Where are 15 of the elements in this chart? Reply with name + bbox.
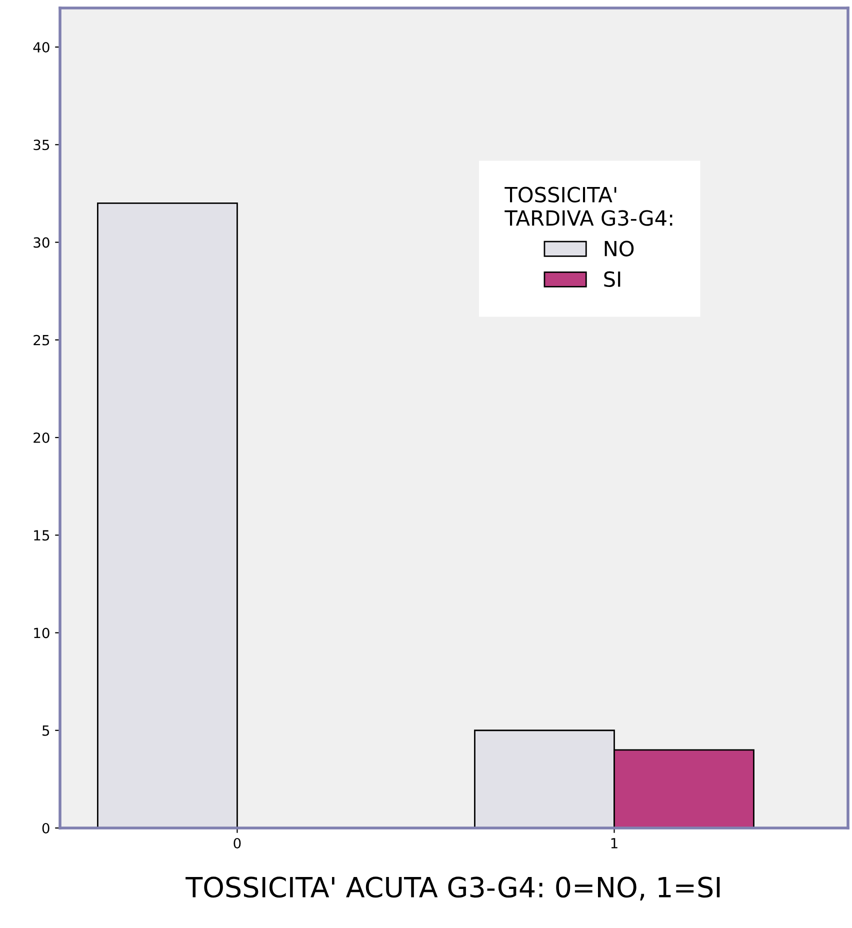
- y-tick-label: 10: [34, 628, 50, 638]
- y-tick-label: 5: [42, 726, 50, 736]
- legend-label: SI: [604, 271, 620, 288]
- legend-title: TOSSICITA' TARDIVA G3-G4:: [504, 186, 672, 226]
- bar: [97, 202, 238, 828]
- x-tick-label: 1: [611, 838, 618, 848]
- y-tick-label: 0: [42, 822, 50, 834]
- y-tick-label: 40: [33, 42, 50, 53]
- y-tick-label: 15: [34, 530, 50, 541]
- y-tick-label: 30: [34, 237, 50, 248]
- y-tick-label: 20: [34, 432, 50, 443]
- y-tick-label: 25: [34, 334, 50, 346]
- y-tick-label: 35: [34, 140, 50, 150]
- x-axis-title: TOSSICITA' ACUTA G3-G4: 0=NO, 1=SI: [186, 876, 720, 900]
- legend-label: NO: [604, 240, 634, 256]
